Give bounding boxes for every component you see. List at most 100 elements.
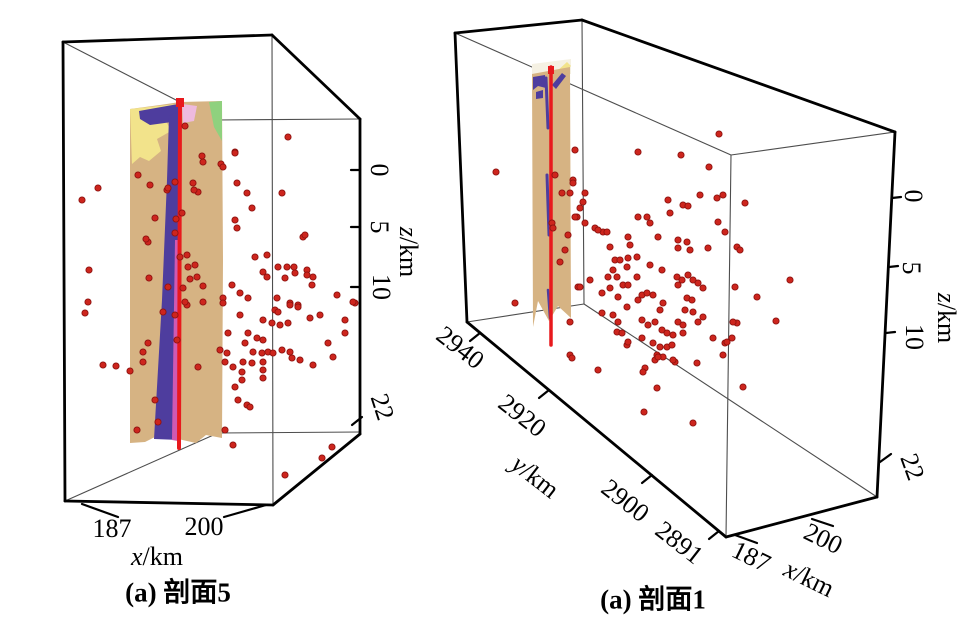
data-point (229, 441, 237, 449)
cross-section-plane (130, 98, 223, 450)
data-point (189, 179, 197, 187)
data-point (694, 279, 702, 287)
data-point (294, 303, 302, 311)
data-point (216, 346, 224, 354)
data-point (624, 254, 632, 262)
data-point (566, 318, 574, 326)
data-point (133, 426, 141, 434)
data-point (626, 241, 634, 249)
data-point (731, 283, 739, 291)
data-point (316, 311, 324, 319)
data-point (231, 383, 239, 391)
data-point (616, 256, 624, 264)
data-point (586, 276, 594, 284)
data-point (284, 133, 292, 141)
data-point (85, 266, 93, 274)
data-point (309, 361, 317, 369)
data-point (614, 293, 622, 301)
data-point (244, 294, 252, 302)
data-point (606, 243, 614, 251)
data-point (258, 349, 266, 357)
data-point (677, 151, 685, 159)
data-point (181, 122, 189, 130)
data-point (84, 298, 92, 306)
right-z-tick-5: 5 (897, 261, 926, 275)
data-point (674, 236, 682, 244)
data-point (296, 356, 304, 364)
data-point (349, 298, 357, 306)
right-caption: (a) 剖面1 (600, 584, 706, 615)
data-point (288, 354, 296, 362)
data-point (341, 316, 349, 324)
data-point (728, 334, 736, 342)
data-point (719, 191, 727, 199)
data-point (643, 289, 651, 297)
data-point (666, 209, 674, 217)
data-point (283, 263, 291, 271)
data-point (278, 189, 286, 197)
data-point (699, 313, 707, 321)
data-point (154, 418, 162, 426)
data-point (259, 366, 267, 374)
data-point (664, 196, 672, 204)
data-point (598, 309, 606, 317)
data-point (278, 346, 286, 354)
data-point (238, 368, 246, 376)
data-point (341, 329, 349, 337)
data-point (654, 353, 662, 361)
data-point (176, 253, 184, 261)
data-point (658, 326, 666, 334)
data-point (251, 253, 259, 261)
data-point (231, 149, 239, 157)
data-point (268, 319, 276, 327)
data-point (308, 281, 316, 289)
data-point (561, 246, 569, 254)
data-point (511, 299, 519, 307)
data-point (634, 213, 642, 221)
data-point (159, 308, 167, 316)
data-point (492, 168, 500, 176)
data-point (171, 229, 179, 237)
data-point (741, 199, 749, 207)
axis-ticks (468, 195, 903, 545)
data-point (633, 253, 641, 261)
data-point (663, 329, 671, 337)
data-point (134, 171, 142, 179)
panel-profile-1 (453, 18, 903, 545)
data-point (248, 359, 256, 367)
data-point (689, 308, 697, 316)
data-point (290, 263, 298, 271)
data-point (233, 179, 241, 187)
data-point (624, 338, 632, 346)
data-point (164, 184, 172, 192)
data-point (656, 343, 664, 351)
data-point (739, 383, 747, 391)
data-point (653, 384, 661, 392)
data-point (221, 426, 229, 434)
data-point (238, 376, 246, 384)
data-point (151, 396, 159, 404)
data-point (639, 368, 647, 376)
data-point (688, 296, 696, 304)
data-point (576, 204, 584, 212)
data-point (656, 306, 664, 314)
data-point (228, 281, 236, 289)
data-point (679, 329, 687, 337)
data-point (736, 246, 744, 254)
data-point (276, 321, 284, 329)
data-point (571, 213, 579, 221)
data-point (164, 283, 172, 291)
data-point (686, 246, 694, 254)
data-point (243, 189, 251, 197)
data-point (234, 396, 242, 404)
data-point (618, 329, 626, 337)
data-point (81, 309, 89, 317)
data-point (558, 189, 566, 197)
data-point (173, 336, 181, 344)
data-point (689, 419, 697, 427)
data-point (229, 363, 237, 371)
data-point (259, 268, 267, 276)
data-point (624, 233, 632, 241)
data-point (638, 334, 646, 342)
